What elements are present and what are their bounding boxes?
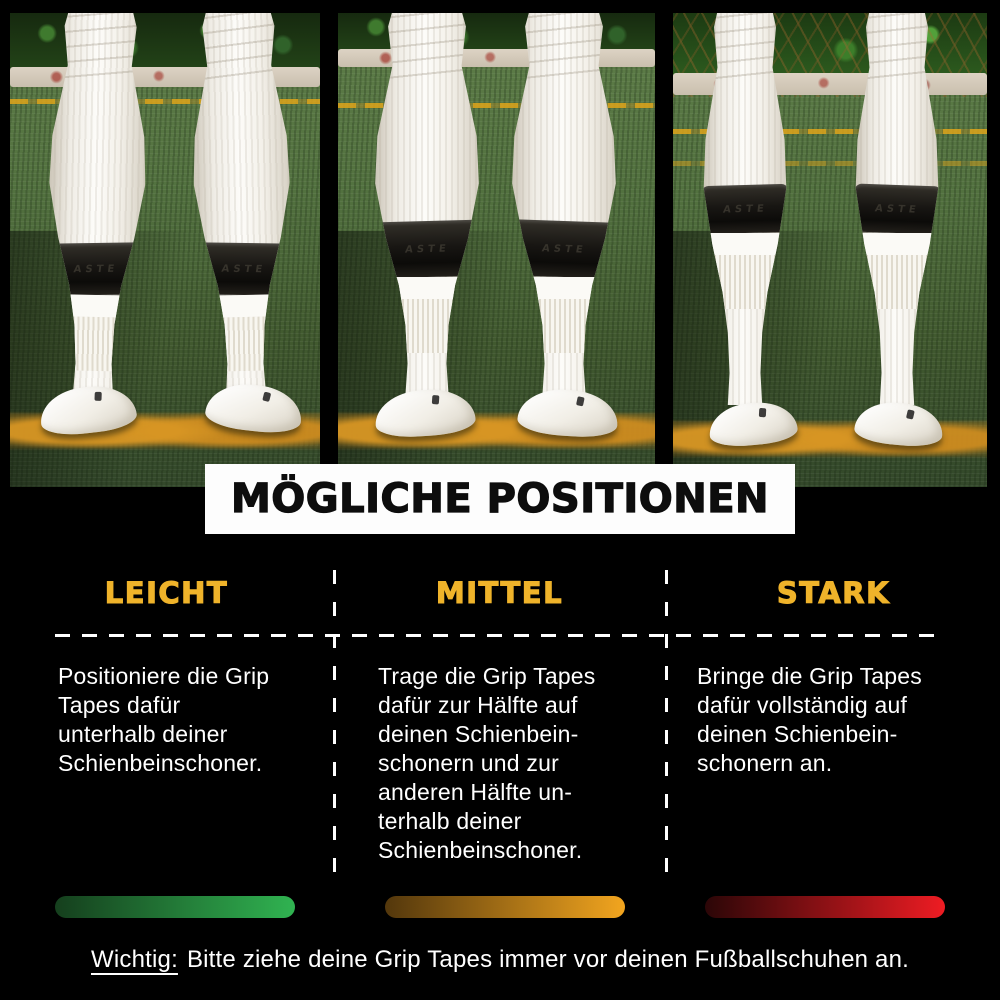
sock-logo-mark	[758, 407, 767, 418]
title-banner: MÖGLICHE POSITIONEN	[205, 464, 795, 534]
important-note-text: Bitte ziehe deine Grip Tapes immer vor d…	[186, 946, 910, 973]
important-note: Wichtig: Bitte ziehe deine Grip Tapes imm…	[0, 946, 1000, 974]
sock-cuff	[857, 233, 937, 255]
right-leg-sock: ASTE	[855, 13, 939, 405]
fence-rail	[338, 49, 655, 67]
tape-embossed-text: ASTE	[72, 263, 119, 275]
sock-knee-wrinkles	[375, 13, 479, 83]
field-line	[10, 99, 320, 104]
column-header-stark: STARK	[776, 575, 891, 610]
vertical-dashed-divider	[333, 570, 336, 880]
intensity-bar-leicht	[55, 896, 295, 918]
sock-cuff	[377, 277, 477, 299]
tape-embossed-text: ASTE	[220, 263, 267, 275]
photo-panel-stark: ASTE ASTE	[673, 13, 987, 487]
column-text-stark: Bringe die Grip Tapes dafür vollständig …	[697, 663, 922, 776]
sock-cuff	[514, 277, 614, 299]
sock-knee-wrinkles	[703, 13, 787, 83]
sock-logo-mark	[431, 394, 440, 405]
column-header-mittel: MITTEL	[435, 575, 564, 610]
background-foliage	[338, 13, 655, 53]
tape-embossed-text: ASTE	[722, 202, 768, 216]
sock-knee-wrinkles	[512, 13, 616, 83]
intensity-bar-mittel	[385, 896, 625, 918]
poster-title: MÖGLICHE POSITIONEN	[230, 475, 770, 522]
tape-embossed-text: ASTE	[873, 202, 921, 216]
sock-logo-mark	[94, 391, 102, 402]
tape-embossed-text: ASTE	[404, 242, 450, 256]
sock-cuff	[705, 233, 785, 255]
vertical-dashed-divider	[665, 570, 668, 880]
sock-logo-mark	[261, 391, 271, 402]
background-foliage	[10, 13, 320, 71]
photo-panel-leicht: ASTE ASTE	[10, 13, 320, 487]
intensity-bar-stark	[705, 896, 945, 918]
field-line	[673, 161, 987, 166]
field-line	[673, 129, 987, 134]
horizontal-dashed-divider	[55, 634, 945, 637]
column-text-mittel: Trage die Grip Tapes dafür zur Hälfte au…	[378, 663, 596, 863]
sock-knee-wrinkles	[855, 13, 939, 83]
important-note-label: Wichtig:	[90, 946, 178, 973]
photo-panel-mittel: ASTE ASTE	[338, 13, 655, 487]
grip-tape-band: ASTE	[855, 183, 939, 235]
column-text-leicht: Positioniere die Grip Tapes dafür unterh…	[58, 663, 270, 776]
sock-logo-mark	[905, 409, 915, 420]
tape-embossed-text: ASTE	[540, 242, 588, 256]
column-header-leicht: LEICHT	[104, 575, 229, 610]
field-line	[338, 103, 655, 108]
grip-tape-band: ASTE	[703, 183, 787, 235]
sock-logo-mark	[575, 396, 585, 407]
